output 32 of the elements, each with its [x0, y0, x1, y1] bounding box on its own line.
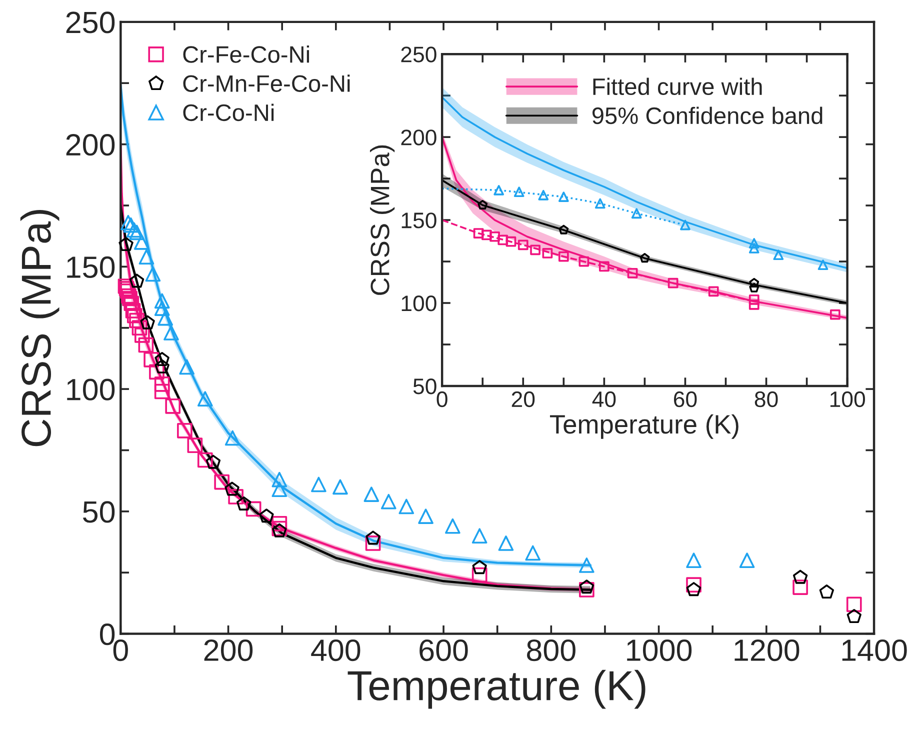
legend-label: Cr-Co-Ni — [183, 104, 274, 122]
x-tick-label: 80 — [754, 391, 778, 408]
y-tick-label: 150 — [402, 212, 436, 228]
y-tick-label: 250 — [401, 46, 436, 62]
x-tick-label: 200 — [204, 639, 253, 662]
legend-label: Cr-Fe-Co-Ni — [183, 46, 309, 63]
y-tick-label: 0 — [100, 624, 115, 646]
y-axis-title: CRSS (MPa) — [370, 145, 395, 295]
x-axis-title: Temperature (K) — [550, 414, 738, 439]
x-tick-label: 400 — [311, 639, 360, 662]
legend-label: Cr-Mn-Fe-Co-Ni — [183, 74, 350, 92]
x-tick-label: 1400 — [842, 639, 907, 662]
y-axis-title: CRSS (MPa) — [20, 210, 60, 446]
x-tick-label: 100 — [830, 391, 865, 408]
y-tick-label: 250 — [66, 12, 115, 34]
x-tick-label: 800 — [526, 639, 576, 662]
y-tick-label: 50 — [413, 378, 436, 394]
y-tick-label: 200 — [401, 130, 436, 146]
legend-label: Fitted curve with — [593, 78, 762, 96]
y-tick-label: 50 — [83, 501, 115, 523]
x-axis-title: Temperature (K) — [348, 670, 646, 709]
x-tick-label: 0 — [436, 391, 448, 408]
x-tick-label: 20 — [512, 391, 535, 408]
y-tick-label: 150 — [67, 256, 115, 278]
x-tick-label: 1000 — [627, 639, 692, 662]
x-tick-label: 1200 — [734, 639, 800, 662]
legend-label: 95% Confidence band — [592, 106, 822, 124]
y-tick-label: 100 — [402, 296, 436, 312]
y-tick-label: 200 — [66, 134, 115, 156]
x-tick-label: 40 — [592, 391, 616, 408]
x-tick-label: 600 — [420, 639, 468, 662]
x-tick-label: 60 — [674, 391, 697, 408]
